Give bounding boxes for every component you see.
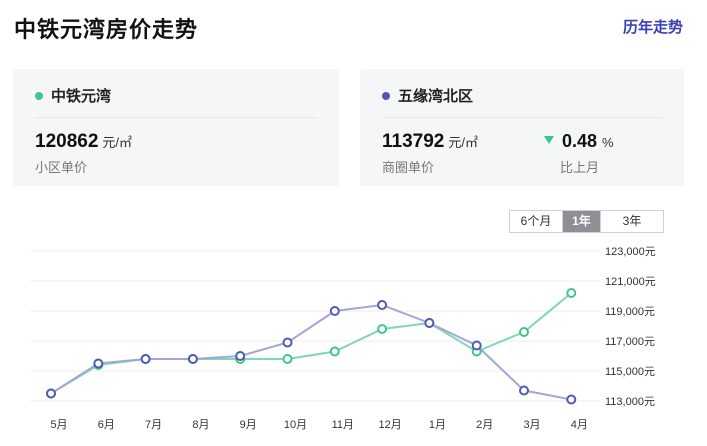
data-point [47,390,55,398]
card-header: 五缘湾北区 [382,85,473,106]
price-unit: 元/㎡ [102,132,132,151]
data-point [378,325,386,333]
tab-3-years[interactable]: 3年 [600,211,663,232]
month-change: 0.48 % [544,131,614,152]
y-tick-label: 119,000元 [605,306,655,318]
data-point [425,319,433,327]
x-tick-label: 1月 [429,419,446,431]
data-point [236,352,244,360]
data-point [378,301,386,309]
y-tick-label: 117,000元 [605,336,655,348]
community-price-card: 中铁元湾 120862 元/㎡ 小区单价 [13,69,339,186]
tab-6-months[interactable]: 6个月 [510,211,562,232]
x-tick-label: 3月 [523,419,540,431]
range-tabs: 6个月 1年 3年 [509,210,664,233]
history-trend-link[interactable]: 历年走势 [623,16,683,37]
data-point [331,348,339,356]
data-point [284,339,292,347]
price-trend-chart: 123,000元 121,000元 119,000元 117,000元 115,000元… [0,236,707,446]
data-point [331,307,339,315]
tab-1-year[interactable]: 1年 [562,211,600,232]
x-tick-label: 12月 [378,419,401,431]
series-line [51,305,571,400]
y-tick-label: 115,000元 [605,366,655,378]
data-point [94,360,102,368]
series-dot-icon [382,92,390,100]
data-point [142,355,150,363]
card-divider [35,117,317,118]
x-tick-label: 9月 [240,419,257,431]
data-point [473,342,481,350]
change-unit: % [602,135,614,150]
price-unit: 元/㎡ [448,132,478,151]
change-label: 比上月 [560,157,599,176]
change-value: 0.48 [562,131,597,152]
down-triangle-icon [544,136,554,144]
card-header: 中铁元湾 [35,85,111,106]
y-tick-label: 121,000元 [605,276,656,288]
x-tick-label: 11月 [332,419,354,431]
price-label: 商圈单价 [382,157,434,176]
community-name: 中铁元湾 [51,85,111,106]
page-title: 中铁元湾房价走势 [14,12,198,44]
y-tick-label: 123,000元 [605,246,656,258]
x-tick-label: 2月 [476,419,493,431]
district-price-card: 五缘湾北区 113792 元/㎡ 商圈单价 0.48 % 比上月 [360,69,684,186]
data-point [284,355,292,363]
price-value: 120862 [35,131,98,153]
price-label: 小区单价 [35,157,87,176]
x-tick-label: 7月 [145,419,162,431]
district-price: 113792 元/㎡ [382,131,478,153]
data-point [567,396,575,404]
series-dot-icon [35,92,43,100]
card-divider [382,117,662,118]
y-tick-label: 113,000元 [605,396,655,408]
x-tick-label: 5月 [50,419,67,431]
series-line [51,293,571,394]
data-point [567,289,575,297]
community-price: 120862 元/㎡ [35,131,132,153]
data-point [520,328,528,336]
x-tick-label: 6月 [98,419,115,431]
data-point [520,387,528,395]
x-tick-label: 10月 [284,419,307,431]
price-value: 113792 [382,131,444,153]
district-name: 五缘湾北区 [398,85,473,106]
x-tick-label: 8月 [192,419,209,431]
data-point [189,355,197,363]
x-tick-label: 4月 [571,419,588,431]
